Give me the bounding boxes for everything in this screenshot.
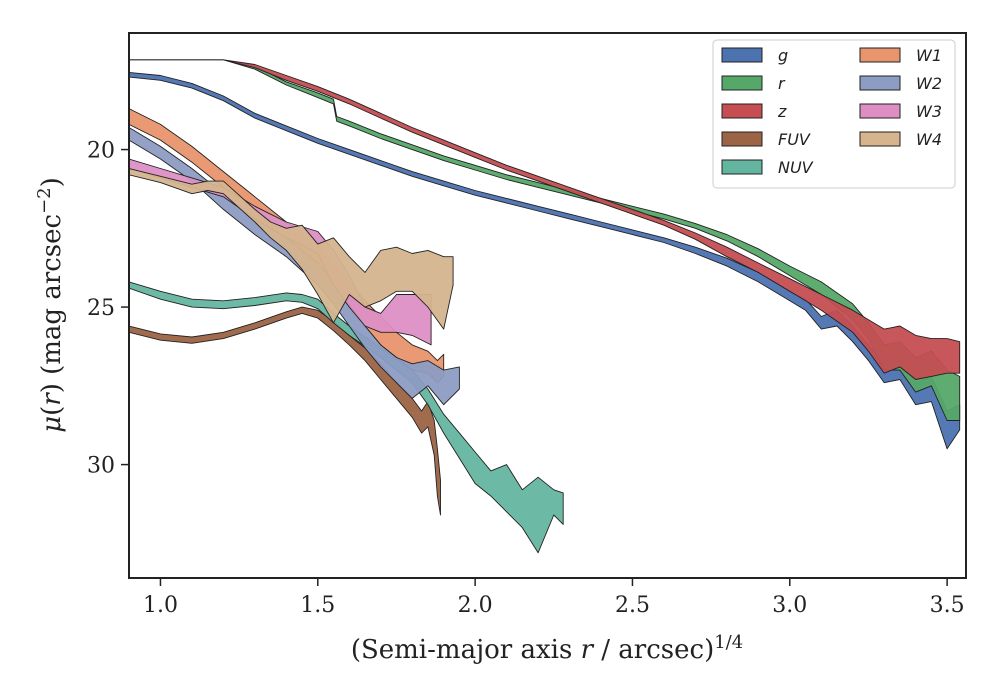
legend-swatch-w1 (859, 47, 901, 63)
x-axis-ticks: 1.0 1.5 2.0 2.5 3.0 3.5 (143, 578, 965, 618)
legend-label-w2: W2 (916, 74, 942, 93)
legend-swatch-z (721, 103, 763, 119)
legend-label-w1: W1 (916, 46, 942, 65)
y-tick-label: 25 (87, 296, 115, 321)
x-tick-label: 1.5 (300, 593, 335, 618)
band-z (129, 59, 961, 380)
band-r (129, 59, 961, 421)
legend-swatch-w3 (859, 103, 901, 119)
profile-bands (129, 59, 961, 554)
x-tick-label: 3.0 (772, 593, 807, 618)
y-axis-label-mu: μ (37, 416, 67, 433)
legend-swatch-g (721, 47, 763, 63)
legend-swatch-w4 (859, 131, 901, 147)
band-nuv (129, 281, 564, 554)
legend-label-w3: W3 (916, 102, 942, 121)
y-axis-ticks: 20 25 30 (87, 139, 129, 479)
band-g (129, 71, 961, 450)
x-tick-label: 2.5 (615, 593, 650, 618)
y-axis-label-unit: ) (mag arcsec (37, 214, 67, 393)
y-axis-label: μ(r) (mag arcsec−2) (34, 177, 67, 433)
legend-label-nuv: NUV (778, 158, 814, 177)
x-axis-label-variable: r (581, 635, 595, 665)
x-tick-label: 2.0 (458, 593, 493, 618)
y-axis-label-variable: r (37, 392, 67, 406)
legend-label-g: g (778, 46, 788, 65)
legend-swatch-fuv (721, 131, 763, 147)
x-axis-label-exponent: 1/4 (714, 632, 743, 653)
y-tick-label: 30 (87, 454, 115, 479)
x-axis-label-part-1: (Semi-major axis (351, 635, 581, 665)
y-axis-label-open-paren: ( (37, 406, 67, 416)
x-axis-label-part-2: / arcsec) (593, 635, 714, 665)
band-w4 (129, 168, 454, 330)
y-axis-label-close-paren: ) (37, 177, 67, 187)
x-axis-label: (Semi-major axis r / arcsec)1/4 (351, 632, 743, 665)
legend-label-r: r (778, 74, 786, 93)
legend-swatch-w2 (859, 75, 901, 91)
x-tick-label: 3.5 (930, 593, 965, 618)
y-axis-label-exponent: −2 (34, 187, 55, 214)
plot-frame (128, 32, 967, 579)
legend-label-w4: W4 (916, 130, 942, 149)
y-tick-label: 20 (87, 139, 115, 164)
x-tick-label: 1.0 (143, 593, 178, 618)
legend-swatch-nuv (721, 159, 763, 175)
legend-label-z: z (777, 102, 787, 121)
legend-swatch-r (721, 75, 763, 91)
legend-label-fuv: FUV (778, 130, 811, 149)
band-fuv (129, 306, 441, 516)
legend: grz FUV NUV W1 W2 W3 W4 (712, 39, 956, 189)
